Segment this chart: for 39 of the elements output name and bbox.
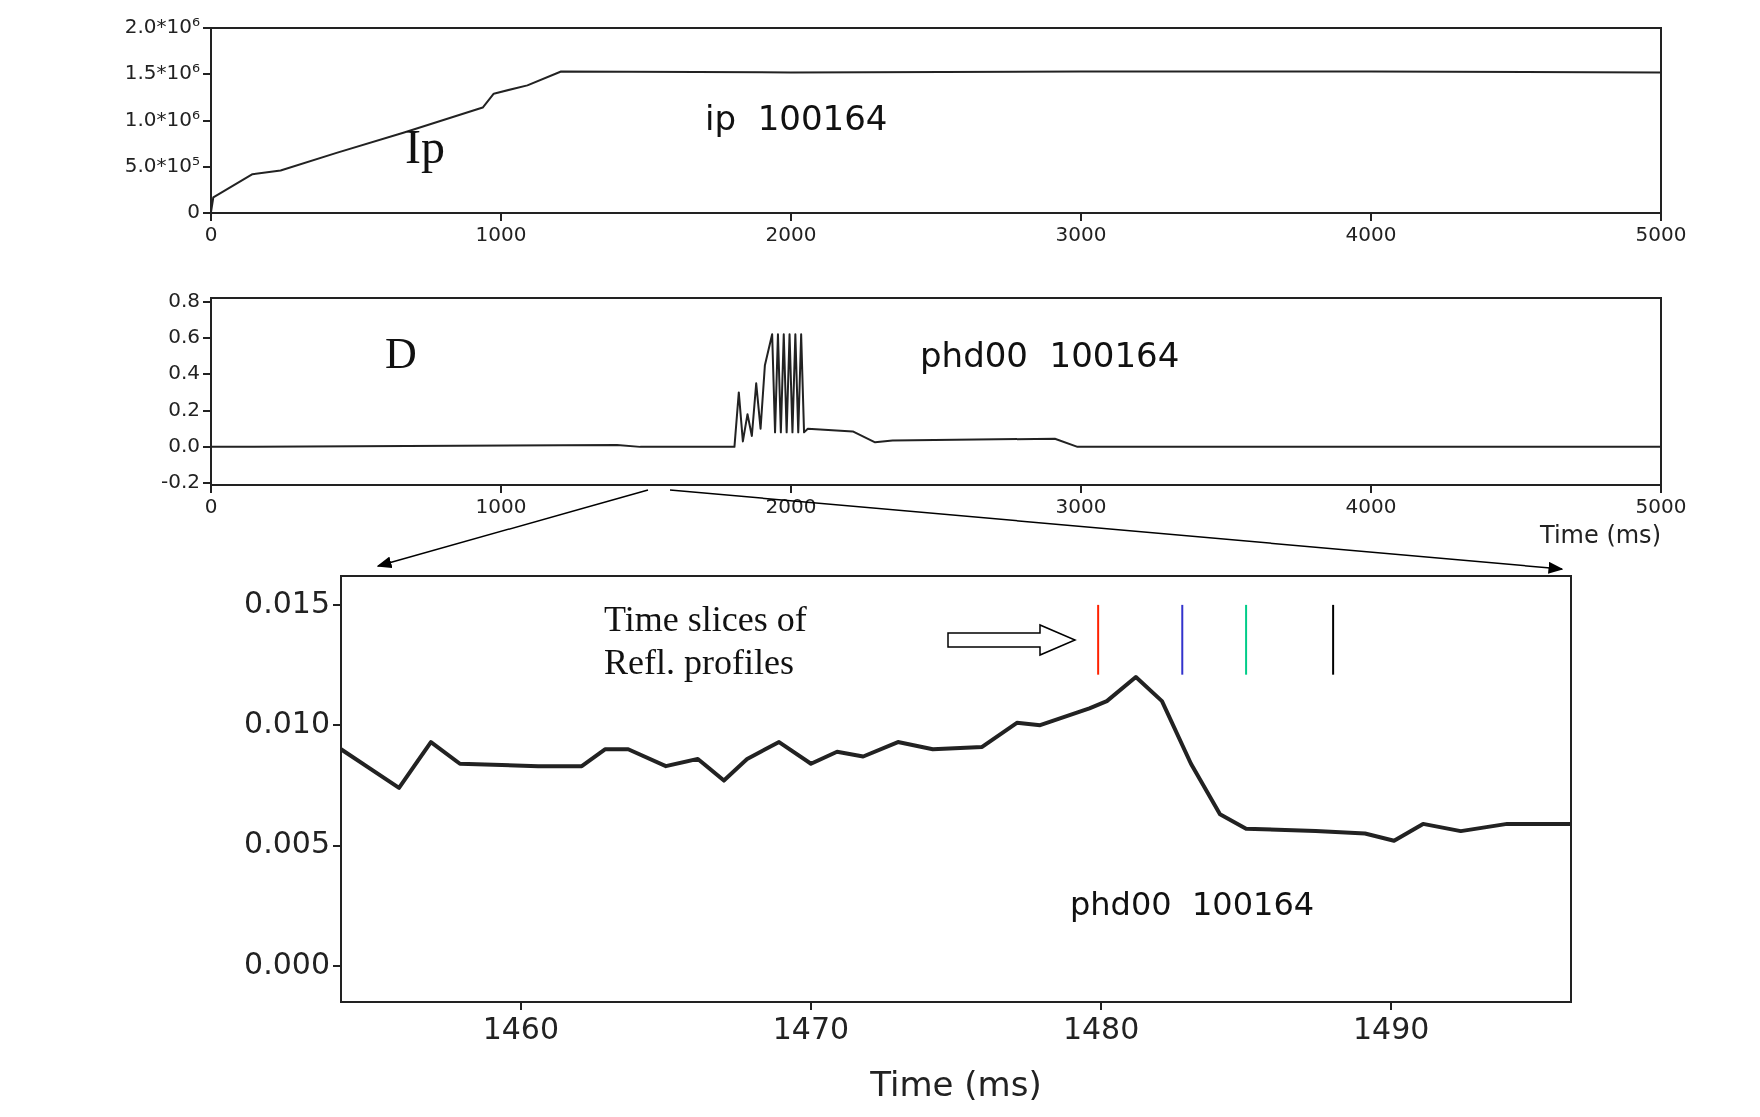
- y-tick-label: 0.6: [168, 324, 200, 349]
- y-tick-label: -0.2: [160, 469, 200, 494]
- x-tick-label: 1480: [1062, 1010, 1140, 1046]
- y-tick-label: 5.0*10⁵: [124, 152, 200, 177]
- x-tick-label: 4000: [1345, 494, 1397, 519]
- x-axis-title: Time (ms): [1539, 520, 1661, 549]
- x-tick-label: 5000: [1635, 222, 1687, 247]
- x-tick-label: 0: [204, 222, 218, 247]
- annotation: ip 100164: [705, 98, 889, 139]
- y-tick-label: 0.2: [168, 396, 200, 421]
- y-tick-label: 0.4: [168, 360, 200, 385]
- x-tick-label: 5000: [1635, 494, 1687, 519]
- x-tick-label: 1470: [772, 1010, 850, 1046]
- x-tick-label: 1000: [475, 494, 527, 519]
- y-tick-label: 1.5*10⁶: [124, 60, 200, 85]
- y-tick-label: 0: [187, 199, 200, 224]
- x-tick-label: 1000: [475, 222, 527, 247]
- x-tick-label: 1460: [482, 1010, 560, 1046]
- y-tick-label: 0.005: [244, 825, 330, 861]
- x-tick-label: 2000: [765, 494, 817, 519]
- annotation: phd00 100164: [920, 335, 1181, 376]
- x-tick-label: 1490: [1352, 1010, 1430, 1046]
- annotation: phd00 100164: [1070, 885, 1316, 924]
- x-tick-label: 2000: [765, 222, 817, 247]
- x-tick-label: 3000: [1055, 222, 1107, 247]
- y-tick-label: 0.8: [168, 287, 200, 312]
- y-tick-label: 1.0*10⁶: [124, 106, 200, 131]
- y-tick-label: 2.0*10⁶: [124, 14, 200, 39]
- annotation: Ip: [405, 119, 446, 175]
- x-tick-label: 0: [204, 494, 218, 519]
- y-tick-label: 0.015: [244, 584, 330, 620]
- y-tick-label: 0.010: [244, 705, 330, 741]
- annotation: D: [385, 328, 418, 380]
- y-tick-label: 0.000: [244, 945, 330, 981]
- annotation: Time slices of Refl. profiles: [604, 598, 808, 685]
- y-tick-label: 0.0: [168, 433, 200, 458]
- x-tick-label: 4000: [1345, 222, 1397, 247]
- x-axis-title: Time (ms): [869, 1064, 1042, 1105]
- x-tick-label: 3000: [1055, 494, 1107, 519]
